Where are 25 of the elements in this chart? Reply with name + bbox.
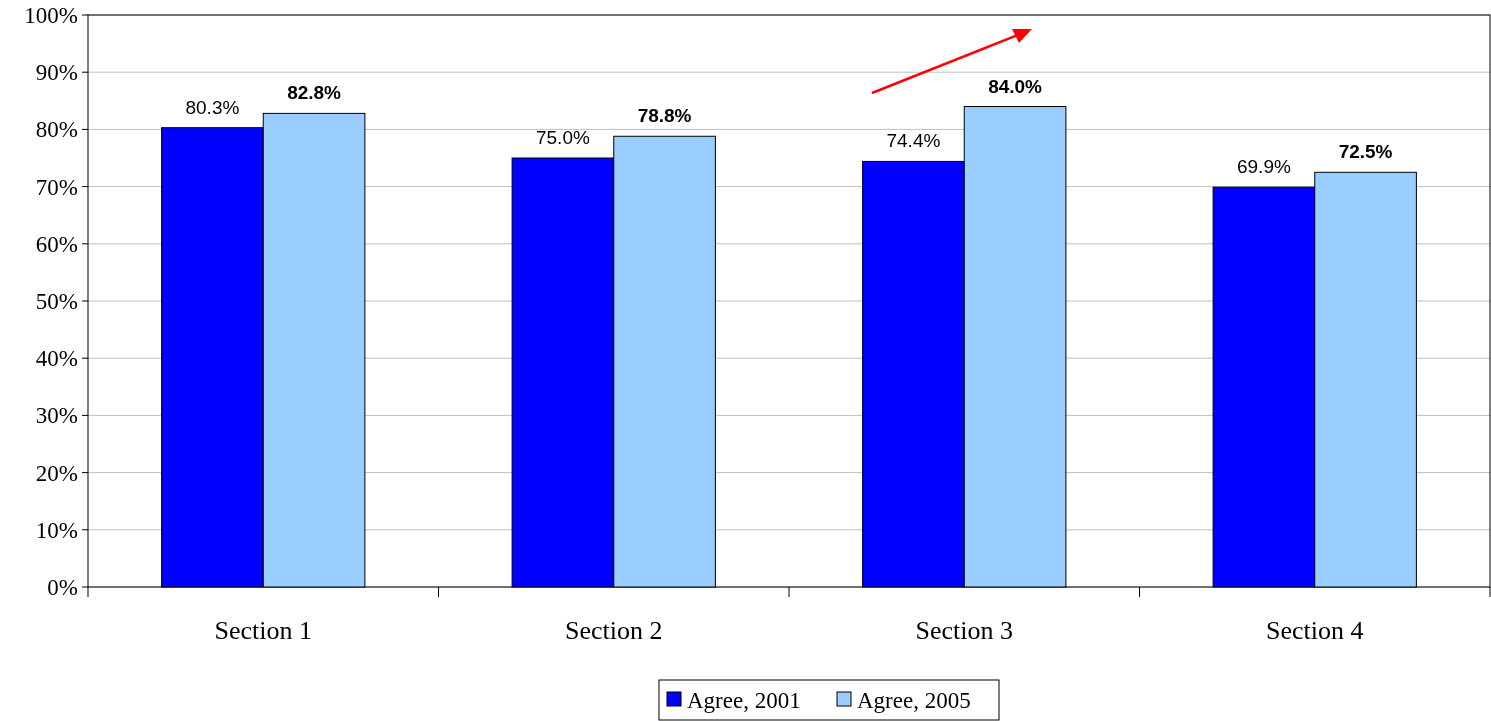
data-label: 78.8% bbox=[637, 105, 692, 127]
y-tick-label: 0% bbox=[47, 575, 78, 601]
x-tick-label: Section 2 bbox=[565, 616, 663, 645]
x-tick-label: Section 4 bbox=[1266, 616, 1364, 645]
x-tick-label: Section 3 bbox=[915, 616, 1013, 645]
data-label: 75.0% bbox=[535, 127, 590, 148]
y-tick-label: 40% bbox=[35, 346, 78, 372]
y-tick-label: 90% bbox=[35, 60, 78, 86]
data-label: 69.9% bbox=[1236, 156, 1291, 178]
y-tick-label: 30% bbox=[35, 403, 78, 429]
y-tick-label: 10% bbox=[35, 517, 78, 543]
data-label: 84.0% bbox=[988, 75, 1043, 97]
data-label: 72.5% bbox=[1338, 141, 1393, 163]
y-tick-label: 80% bbox=[35, 117, 78, 143]
legend-label: Agree, 2005 bbox=[857, 688, 971, 714]
data-label: 82.8% bbox=[287, 82, 342, 104]
y-tick-label: 50% bbox=[35, 289, 78, 315]
y-tick-label: 70% bbox=[35, 174, 78, 200]
data-label: 74.4% bbox=[886, 130, 941, 152]
legend-label: Agree, 2001 bbox=[687, 688, 801, 714]
x-tick-label: Section 1 bbox=[214, 616, 312, 645]
y-tick-label: 100% bbox=[24, 3, 78, 29]
y-tick-label: 20% bbox=[35, 460, 78, 486]
data-label: 80.3% bbox=[185, 96, 240, 118]
y-tick-label: 60% bbox=[35, 231, 78, 257]
